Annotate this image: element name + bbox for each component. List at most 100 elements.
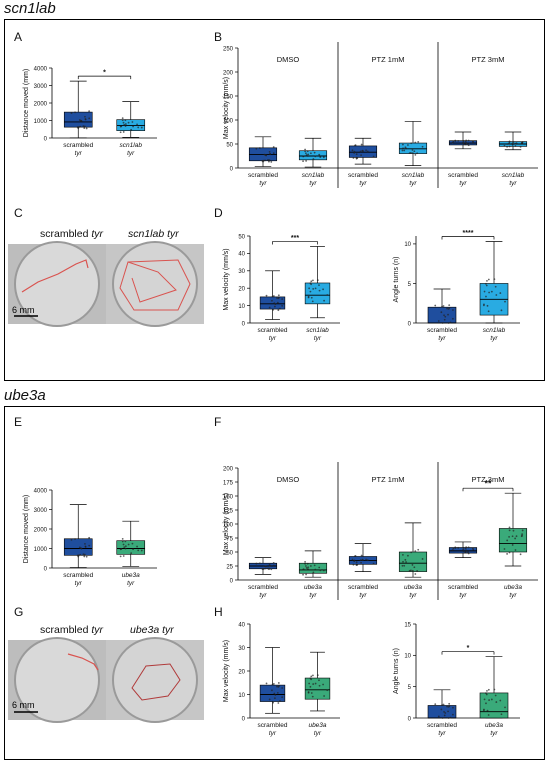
data-point: [131, 542, 134, 545]
data-point: [132, 548, 134, 551]
category-sublabel: tyr: [314, 730, 322, 737]
y-tick-label: 200: [223, 70, 234, 76]
category-sublabel: tyr: [314, 335, 322, 342]
data-point: [443, 318, 446, 321]
data-point: [372, 155, 375, 158]
y-tick-label: 4000: [34, 66, 48, 72]
data-point: [273, 697, 276, 700]
photo-panel-c: [8, 241, 204, 327]
data-point: [451, 549, 454, 552]
category-label: scrambled: [427, 327, 457, 334]
data-point: [372, 562, 375, 565]
category-label: scrambled: [258, 327, 288, 334]
category-sublabel: tyr: [127, 150, 135, 157]
data-point: [263, 565, 266, 568]
y-tick-label: 50: [226, 550, 233, 556]
data-point: [124, 545, 127, 548]
category-sublabel: tyr: [459, 180, 467, 187]
data-point: [130, 552, 133, 555]
y-tick-label: 1000: [34, 119, 48, 125]
data-point: [74, 111, 76, 114]
data-point: [136, 123, 138, 126]
data-point: [78, 554, 80, 557]
data-point: [309, 685, 312, 688]
data-point: [268, 306, 271, 309]
y-tick-label: 0: [44, 566, 48, 572]
data-point: [272, 152, 275, 155]
data-point: [521, 533, 524, 536]
data-point: [465, 549, 468, 552]
data-point: [359, 150, 362, 153]
data-point: [410, 142, 413, 145]
data-point: [462, 548, 465, 551]
data-point: [467, 551, 469, 554]
panel-label-c: C: [14, 206, 23, 220]
data-point: [281, 687, 284, 689]
data-point: [354, 555, 356, 558]
data-point: [83, 127, 86, 130]
data-point: [271, 683, 274, 686]
category-label: scn1lab: [302, 172, 325, 179]
category-sublabel: tyr: [509, 180, 517, 187]
data-point: [277, 297, 280, 300]
data-point: [276, 301, 279, 304]
data-point: [326, 689, 329, 692]
category-label: scrambled: [248, 172, 278, 179]
category-label: ube3a: [122, 572, 140, 579]
y-axis-label: Max velocity (mm/s): [223, 77, 230, 139]
data-point: [467, 139, 470, 142]
y-tick-label: 200: [223, 466, 234, 472]
data-point: [322, 683, 324, 686]
data-point: [277, 294, 280, 297]
category-sublabel: tyr: [490, 335, 498, 342]
data-point: [121, 537, 124, 540]
data-point: [268, 698, 271, 701]
y-axis-label: Distance moved (mm): [23, 69, 30, 137]
data-point: [361, 558, 364, 561]
data-point: [411, 152, 414, 155]
data-point: [515, 535, 518, 538]
data-point: [452, 706, 454, 709]
data-point: [311, 300, 314, 303]
data-point: [512, 529, 515, 532]
data-point: [417, 548, 420, 551]
data-point: [421, 145, 424, 148]
data-point: [121, 540, 124, 543]
data-point: [264, 159, 266, 162]
data-point: [322, 569, 325, 572]
panel-label-g: G: [14, 605, 24, 619]
data-point: [487, 714, 490, 716]
data-point: [307, 691, 310, 693]
y-tick-label: 5: [408, 282, 412, 288]
y-axis-label: Distance moved (mm): [23, 495, 30, 563]
data-point: [520, 142, 523, 145]
data-point: [487, 278, 490, 281]
data-point: [308, 682, 311, 685]
significance-label: ***: [291, 235, 299, 242]
data-point: [500, 309, 503, 312]
data-point: [314, 568, 317, 571]
data-point: [408, 569, 411, 572]
category-sublabel: tyr: [309, 592, 317, 599]
y-tick-label: 0: [230, 166, 234, 172]
trace-g-left: [67, 653, 99, 671]
data-point: [416, 570, 419, 572]
data-point: [261, 159, 264, 162]
box: [304, 282, 331, 305]
data-point: [421, 558, 424, 560]
data-point: [84, 545, 87, 548]
data-point: [268, 159, 271, 162]
data-point: [360, 561, 362, 564]
data-point: [305, 152, 307, 155]
data-point: [408, 152, 411, 155]
data-point: [361, 149, 364, 152]
y-tick-label: 125: [223, 508, 234, 514]
data-point: [483, 303, 485, 306]
data-point: [403, 149, 406, 152]
data-point: [515, 142, 518, 145]
data-point: [520, 535, 523, 538]
data-point: [281, 304, 284, 307]
well-g-left: [14, 637, 100, 723]
data-point: [506, 143, 509, 145]
data-point: [495, 294, 498, 296]
